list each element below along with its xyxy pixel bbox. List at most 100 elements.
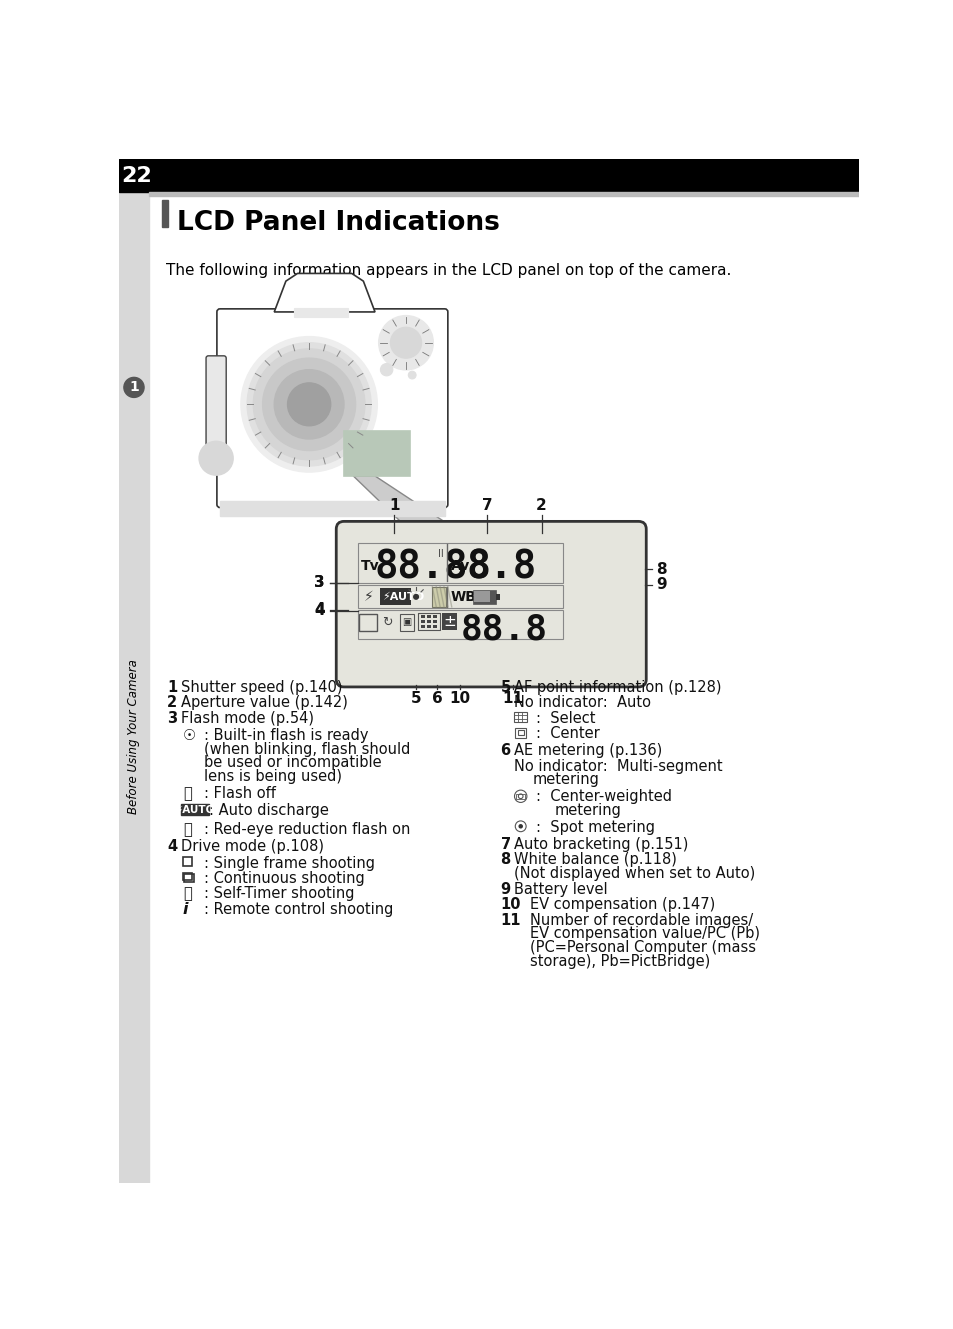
- Polygon shape: [353, 476, 456, 529]
- Text: 8.8: 8.8: [466, 549, 536, 586]
- Bar: [418, 613, 439, 630]
- Text: 3: 3: [314, 575, 324, 590]
- Text: 4: 4: [314, 602, 324, 618]
- Text: 10: 10: [500, 897, 520, 912]
- Circle shape: [390, 327, 421, 358]
- Bar: [149, 191, 858, 197]
- Text: II: II: [437, 549, 443, 560]
- Text: : Single frame shooting: : Single frame shooting: [204, 856, 375, 870]
- Text: : Remote control shooting: : Remote control shooting: [204, 902, 394, 917]
- Text: AF point information (p.128): AF point information (p.128): [514, 680, 721, 695]
- Text: i: i: [183, 902, 188, 917]
- Bar: [515, 728, 525, 738]
- Text: :  Center-weighted: : Center-weighted: [536, 789, 672, 804]
- Text: Av: Av: [451, 560, 470, 573]
- Text: (PC=Personal Computer (mass: (PC=Personal Computer (mass: [530, 940, 755, 956]
- Circle shape: [380, 364, 393, 376]
- Text: 8: 8: [500, 852, 510, 868]
- Text: ⚡: ⚡: [363, 590, 374, 603]
- Polygon shape: [274, 274, 375, 312]
- Text: White balance (p.118): White balance (p.118): [514, 852, 677, 868]
- Text: Ⓞ: Ⓞ: [183, 821, 192, 837]
- Bar: [183, 873, 192, 880]
- Text: 6: 6: [500, 743, 510, 758]
- Text: 4: 4: [314, 603, 324, 618]
- Text: storage), Pb=PictBridge): storage), Pb=PictBridge): [530, 954, 709, 969]
- Text: : Continuous shooting: : Continuous shooting: [204, 870, 365, 886]
- Text: ⚡AUTO: ⚡AUTO: [381, 591, 424, 602]
- Text: ↻: ↻: [382, 615, 393, 629]
- Bar: [427, 625, 431, 627]
- Text: Battery level: Battery level: [514, 881, 607, 897]
- Text: ⌛: ⌛: [183, 886, 192, 901]
- Bar: [427, 619, 431, 623]
- Circle shape: [378, 316, 433, 369]
- Text: : Auto discharge: : Auto discharge: [209, 803, 329, 819]
- Text: Drive mode (p.108): Drive mode (p.108): [181, 839, 324, 853]
- Text: :  Select: : Select: [536, 711, 595, 726]
- Text: 5: 5: [500, 680, 510, 695]
- Text: 8: 8: [656, 562, 666, 577]
- Bar: [516, 793, 525, 799]
- Bar: [119, 159, 149, 1183]
- Text: AE metering (p.136): AE metering (p.136): [514, 743, 662, 758]
- Bar: [399, 614, 414, 631]
- Text: 6: 6: [431, 691, 442, 706]
- Bar: [517, 730, 523, 735]
- Text: Flash mode (p.54): Flash mode (p.54): [181, 711, 314, 726]
- Text: The following information appears in the LCD panel on top of the camera.: The following information appears in the…: [166, 263, 730, 279]
- Bar: [427, 615, 431, 618]
- Text: EV compensation value/PC (Pb): EV compensation value/PC (Pb): [530, 926, 760, 941]
- Circle shape: [124, 377, 144, 397]
- Text: be used or incompatible: be used or incompatible: [204, 755, 382, 771]
- Circle shape: [241, 336, 377, 472]
- Text: 88.88: 88.88: [375, 549, 492, 586]
- Text: lens is being used): lens is being used): [204, 769, 342, 784]
- Bar: [433, 615, 436, 618]
- Bar: [418, 613, 439, 630]
- Circle shape: [253, 350, 365, 460]
- Bar: [474, 591, 489, 602]
- Circle shape: [199, 441, 233, 476]
- Text: 3: 3: [314, 575, 324, 590]
- Text: : Self-Timer shooting: : Self-Timer shooting: [204, 886, 355, 901]
- Text: Shutter speed (p.140): Shutter speed (p.140): [181, 680, 342, 695]
- Bar: [432, 587, 446, 607]
- Text: Auto bracketing (p.151): Auto bracketing (p.151): [514, 837, 688, 852]
- Bar: [357, 585, 562, 609]
- Circle shape: [518, 825, 521, 828]
- Text: Number of recordable images/: Number of recordable images/: [530, 913, 752, 928]
- Text: 7: 7: [500, 837, 510, 852]
- FancyBboxPatch shape: [335, 521, 645, 687]
- Text: :  Spot metering: : Spot metering: [536, 820, 655, 835]
- Text: metering: metering: [533, 772, 599, 787]
- Circle shape: [414, 594, 418, 599]
- Bar: [359, 614, 376, 631]
- Text: 9: 9: [500, 881, 510, 897]
- Bar: [220, 501, 444, 516]
- FancyBboxPatch shape: [206, 356, 226, 453]
- Text: (Not displayed when set to Auto): (Not displayed when set to Auto): [514, 867, 755, 881]
- Text: 11: 11: [502, 691, 523, 706]
- Text: 11: 11: [500, 913, 520, 928]
- Text: 88.8: 88.8: [460, 613, 547, 646]
- Text: WB: WB: [451, 590, 476, 603]
- Bar: [162, 199, 168, 227]
- Bar: [420, 619, 424, 623]
- Circle shape: [274, 369, 344, 439]
- Text: 7: 7: [481, 498, 492, 513]
- Bar: [181, 804, 209, 815]
- Bar: [441, 613, 456, 630]
- Bar: [420, 615, 424, 618]
- Bar: [344, 432, 410, 476]
- Text: ±: ±: [442, 614, 456, 629]
- Bar: [433, 625, 436, 627]
- Text: : Red-eye reduction flash on: : Red-eye reduction flash on: [204, 821, 411, 837]
- Text: LCD Panel Indications: LCD Panel Indications: [177, 210, 499, 235]
- Bar: [433, 619, 436, 623]
- Text: Aperture value (p.142): Aperture value (p.142): [181, 695, 348, 711]
- Text: No indicator:  Multi-segment: No indicator: Multi-segment: [514, 759, 722, 773]
- Text: 1: 1: [129, 380, 139, 395]
- Text: (when blinking, flash should: (when blinking, flash should: [204, 742, 411, 756]
- Text: Before Using Your Camera: Before Using Your Camera: [128, 659, 140, 815]
